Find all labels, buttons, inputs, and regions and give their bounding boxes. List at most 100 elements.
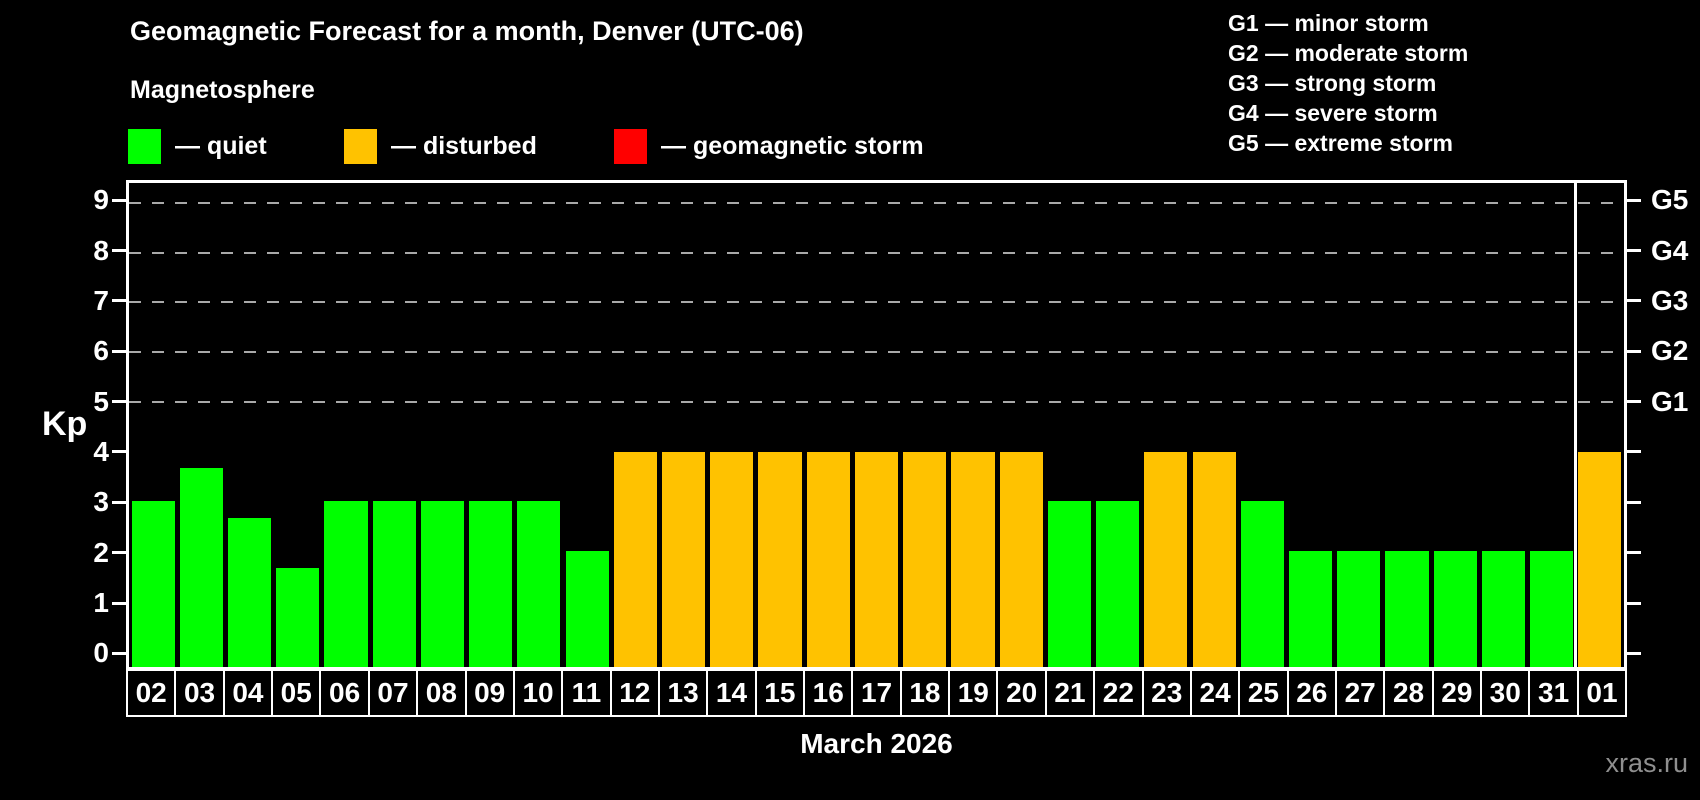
g-legend-line-2: G2 — moderate storm (1228, 40, 1469, 66)
day-label-09: 09 (466, 670, 515, 717)
bar-day-24 (1192, 451, 1236, 667)
bar-day-30 (1481, 551, 1525, 667)
day-label-14: 14 (708, 670, 757, 717)
day-label-26: 26 (1288, 670, 1337, 717)
bar-day-13 (662, 451, 706, 667)
g-legend-line-1: G1 — minor storm (1228, 10, 1429, 36)
y-tick-label-8: 8 (93, 234, 109, 266)
day-label-16: 16 (805, 670, 854, 717)
bar-day-18 (903, 451, 947, 667)
day-label-17: 17 (853, 670, 902, 717)
day-label-29: 29 (1433, 670, 1483, 717)
bar-day-31 (1530, 551, 1574, 667)
y-tick-label-1: 1 (93, 587, 109, 619)
bar-day-02 (131, 501, 175, 667)
bar-day-29 (1433, 551, 1477, 667)
y-tick-3 (112, 500, 126, 504)
day-label-05: 05 (273, 670, 322, 717)
legend-label-disturbed: — disturbed (391, 131, 537, 160)
bar-day-17 (854, 451, 899, 667)
day-label-25: 25 (1240, 670, 1289, 717)
bar-day-20 (999, 451, 1043, 667)
disturbed-color-swatch (344, 128, 377, 164)
g-legend-line-3: G3 — strong storm (1228, 70, 1437, 96)
day-label-06: 06 (321, 670, 370, 717)
bar-day-23 (1144, 451, 1188, 667)
y-tick-9 (112, 198, 126, 202)
day-label-03: 03 (176, 670, 225, 717)
storm-color-swatch (614, 128, 647, 164)
gridline-kp-5 (129, 400, 1624, 403)
y-tick-label-3: 3 (93, 486, 109, 518)
g-label-G5: G5 (1651, 184, 1689, 216)
g-tick-7 (1627, 299, 1641, 303)
y-tick-label-0: 0 (93, 637, 109, 669)
y-tick-8 (112, 249, 126, 253)
day-label-04: 04 (224, 670, 274, 717)
day-label-20: 20 (998, 670, 1047, 717)
g-tick-8 (1627, 249, 1641, 253)
bar-day-22 (1096, 501, 1140, 667)
g-tick-5 (1627, 400, 1641, 404)
bar-day-01 (1578, 451, 1622, 667)
bar-day-06 (324, 501, 368, 667)
y-tick-label-4: 4 (93, 435, 109, 467)
day-label-31: 31 (1530, 670, 1579, 717)
day-label-08: 08 (418, 670, 467, 717)
watermark: xras.ru (1605, 748, 1688, 778)
g-legend-line-4: G4 — severe storm (1228, 100, 1438, 126)
quiet-color-swatch (128, 128, 161, 164)
y-tick-6 (112, 349, 126, 353)
legend-label-storm: — geomagnetic storm (661, 131, 924, 160)
y-tick-1 (112, 601, 126, 605)
day-label-18: 18 (901, 670, 951, 717)
day-label-12: 12 (611, 670, 660, 717)
y-tick-label-9: 9 (93, 184, 109, 216)
bar-day-28 (1385, 551, 1429, 667)
bar-day-07 (372, 501, 416, 667)
legend-item-disturbed: — disturbed (344, 126, 537, 166)
day-label-23: 23 (1143, 670, 1192, 717)
gridline-kp-8 (129, 251, 1624, 254)
g-label-G4: G4 (1651, 234, 1689, 266)
y-tick-4 (112, 450, 126, 454)
legend-item-storm: — geomagnetic storm (614, 126, 924, 166)
day-label-21: 21 (1046, 670, 1096, 717)
bar-day-15 (758, 451, 802, 667)
bar-day-25 (1240, 501, 1284, 667)
y-tick-label-2: 2 (93, 536, 109, 568)
bar-day-11 (565, 551, 609, 667)
bar-day-08 (420, 501, 465, 667)
x-axis-day-labels: 02 03 04 05 06 07 08 09 10 11 12 13 14 15 16 17 18 19 20 21… (126, 670, 1628, 717)
legend-item-quiet: — quiet (128, 126, 267, 166)
gridline-kp-9 (129, 201, 1624, 204)
bar-day-04 (227, 517, 272, 667)
bar-day-21 (1047, 501, 1091, 667)
bar-day-05 (276, 567, 320, 667)
bar-day-27 (1337, 551, 1381, 667)
g-legend-line-5: G5 — extreme storm (1228, 130, 1453, 156)
bar-day-26 (1288, 551, 1333, 667)
g-label-G2: G2 (1651, 335, 1689, 367)
g-tick-4 (1627, 450, 1641, 454)
y-axis-right: G1 G2 G3 G4 G5 (1627, 180, 1700, 670)
y-axis-title: Kp (42, 405, 88, 443)
bar-day-14 (710, 451, 754, 667)
g-tick-1 (1627, 601, 1641, 605)
y-tick-label-5: 5 (93, 385, 109, 417)
plot-area (126, 180, 1627, 670)
y-tick-label-7: 7 (93, 284, 109, 316)
day-label-11: 11 (563, 670, 612, 717)
day-label-10: 10 (514, 670, 564, 717)
bar-day-16 (806, 451, 850, 667)
y-tick-2 (112, 551, 126, 555)
chart-title: Geomagnetic Forecast for a month, Denver… (130, 16, 804, 46)
day-label-19: 19 (950, 670, 999, 717)
day-label-24: 24 (1191, 670, 1241, 717)
y-tick-5 (112, 400, 126, 404)
x-axis-month-label: March 2026 (800, 728, 953, 759)
g-label-G3: G3 (1651, 284, 1689, 316)
day-label-13: 13 (659, 670, 709, 717)
gridline-kp-6 (129, 351, 1624, 354)
